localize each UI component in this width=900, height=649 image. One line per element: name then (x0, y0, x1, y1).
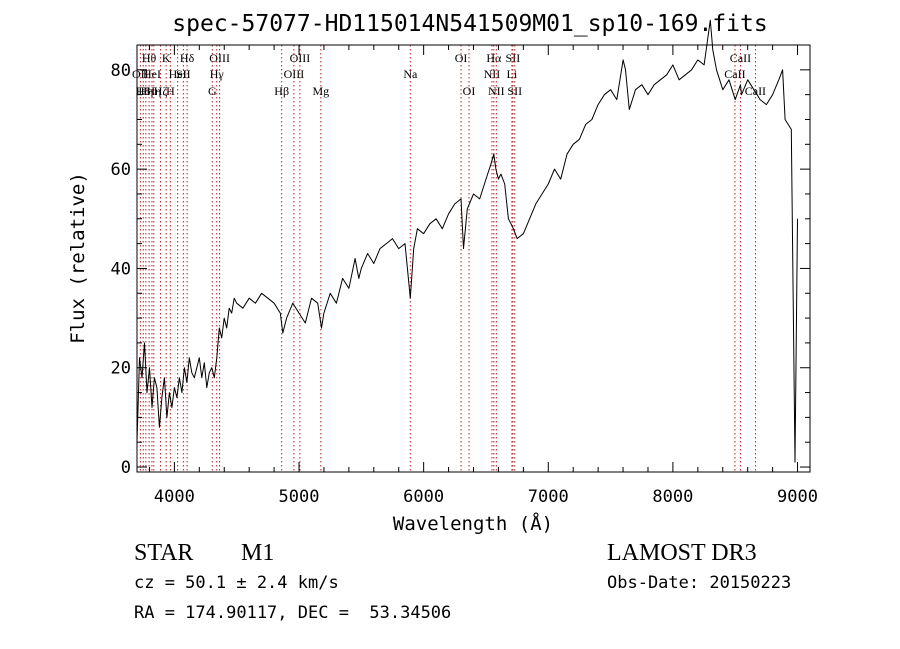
axis-ticks: 4000 5000 6000 7000 8000 9000 0 20 40 60 80 (111, 45, 818, 507)
marker-label: H (166, 84, 175, 98)
marker-label: Hδ (180, 51, 195, 65)
redshift-info: cz = 50.1 ± 2.4 km/s (134, 573, 339, 593)
x-tick-label: 8000 (652, 487, 693, 507)
marker-label: Na (403, 67, 418, 81)
plot-frame (136, 44, 811, 473)
marker-label: Li (507, 67, 518, 81)
y-tick-label: 60 (111, 160, 131, 180)
marker-label: SII (507, 84, 522, 98)
marker-label: SII (176, 67, 191, 81)
marker-label: OI (463, 84, 476, 98)
y-tick-label: 20 (111, 359, 131, 379)
marker-label: HeI (169, 67, 187, 81)
marker-label: NII (488, 84, 505, 98)
x-tick-label: 5000 (279, 487, 320, 507)
x-tick-label: 7000 (528, 487, 569, 507)
survey-name: LAMOST DR3 (607, 540, 757, 566)
marker-label: OIII (284, 67, 305, 81)
spectrum-series (136, 19, 798, 463)
x-tick-label: 6000 (403, 487, 444, 507)
y-axis-label: Flux (relative) (67, 172, 89, 344)
marker-label: Hζ (154, 84, 168, 98)
y-tick-label: 40 (111, 259, 131, 279)
marker-label: CaII (730, 51, 751, 65)
object-subclass: M1 (241, 540, 275, 566)
marker-label: OIII (209, 51, 230, 65)
marker-label: Mg (312, 84, 329, 98)
marker-label: OII (132, 67, 149, 81)
marker-label: Hγ (210, 67, 225, 81)
marker-label: OI (455, 51, 468, 65)
marker-label: NII (484, 67, 501, 81)
marker-label: K (162, 51, 171, 65)
x-axis-label: Wavelength (Å) (393, 512, 553, 535)
object-class: STAR (134, 540, 194, 566)
marker-label: Hη (146, 84, 161, 98)
marker-label: HeI (143, 67, 161, 81)
marker-label: SII (506, 51, 521, 65)
marker-label: Hβ (274, 84, 289, 98)
marker-label: CaII (745, 84, 766, 98)
coordinates-info: RA = 174.90117, DEC = 53.34506 (134, 603, 452, 623)
spectrum-line (136, 19, 798, 463)
observation-date: Obs-Date: 20150223 (607, 573, 792, 593)
marker-label: G (208, 84, 217, 98)
y-tick-label: 0 (121, 458, 131, 478)
marker-label: CaII (724, 67, 745, 81)
chart-title: spec-57077-HD115014N541509M01_sp10-169.f… (172, 11, 767, 37)
x-tick-label: 4000 (154, 487, 195, 507)
marker-label: Hθ (142, 51, 157, 65)
marker-label: Hα (486, 51, 502, 65)
emission-line-markers: OIIH8HηHθHeIHηHζKHHeISIIHδGHγOIIIHβOIIIO… (132, 45, 766, 472)
x-tick-label: 9000 (777, 487, 818, 507)
y-tick-label: 80 (111, 61, 131, 81)
marker-label: OIII (290, 51, 311, 65)
